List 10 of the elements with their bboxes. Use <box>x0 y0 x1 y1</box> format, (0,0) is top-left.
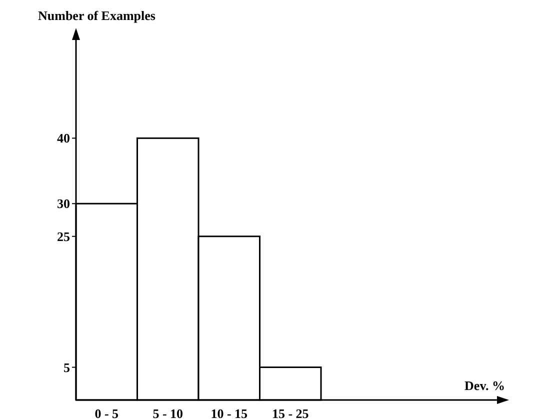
x-tick-label: 0 - 5 <box>94 406 120 419</box>
text: Dev. % <box>464 378 505 393</box>
y-axis-title: Number of Examples <box>38 8 156 23</box>
x-tick-label: 15 - 25 <box>272 406 310 419</box>
x-tick-label: 5 - 10 <box>152 406 184 419</box>
y-tick-label: 40 <box>57 130 70 146</box>
y-tick-label: 30 <box>57 196 70 212</box>
y-tick-label: 25 <box>57 228 70 244</box>
y-tick-label: 5 <box>64 360 70 375</box>
x-tick-label: 10 - 15 <box>210 406 248 419</box>
